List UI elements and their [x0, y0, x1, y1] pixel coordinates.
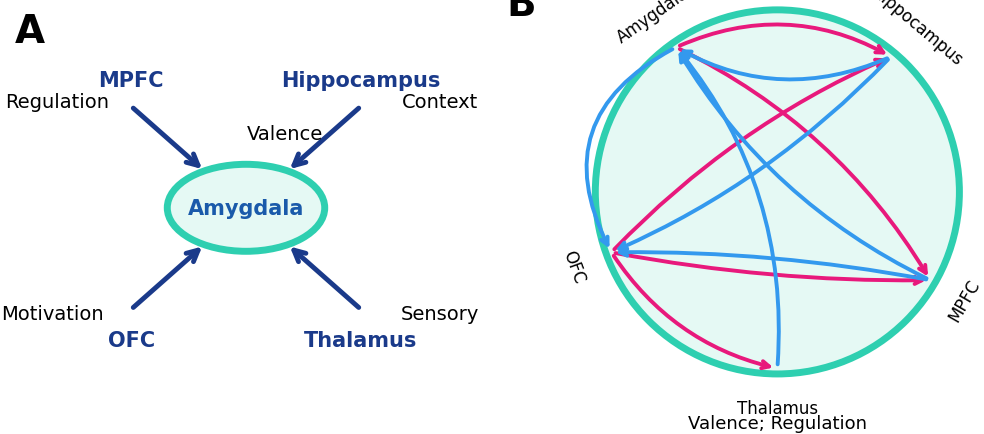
Text: Regulation: Regulation: [5, 93, 109, 112]
Text: Valence: Valence: [247, 125, 324, 144]
Text: MPFC: MPFC: [946, 276, 984, 325]
Text: OFC: OFC: [560, 247, 588, 285]
Text: Thalamus: Thalamus: [304, 330, 417, 350]
Text: Motivation: Motivation: [1, 305, 103, 323]
Text: A: A: [15, 13, 45, 51]
Text: Sensory: Sensory: [400, 305, 478, 323]
Text: Hippocampus: Hippocampus: [281, 71, 441, 91]
Text: OFC: OFC: [107, 330, 154, 350]
Circle shape: [595, 11, 959, 374]
Text: Valence; Regulation: Valence; Regulation: [688, 414, 867, 432]
Text: Thalamus: Thalamus: [737, 399, 818, 418]
Ellipse shape: [167, 165, 325, 252]
Text: Amygdala: Amygdala: [188, 198, 304, 218]
Text: MPFC: MPFC: [98, 71, 164, 91]
Text: Amygdala: Amygdala: [614, 0, 693, 47]
Text: Hippocampus: Hippocampus: [867, 0, 965, 70]
Text: B: B: [507, 0, 536, 24]
Text: Context: Context: [401, 93, 477, 112]
